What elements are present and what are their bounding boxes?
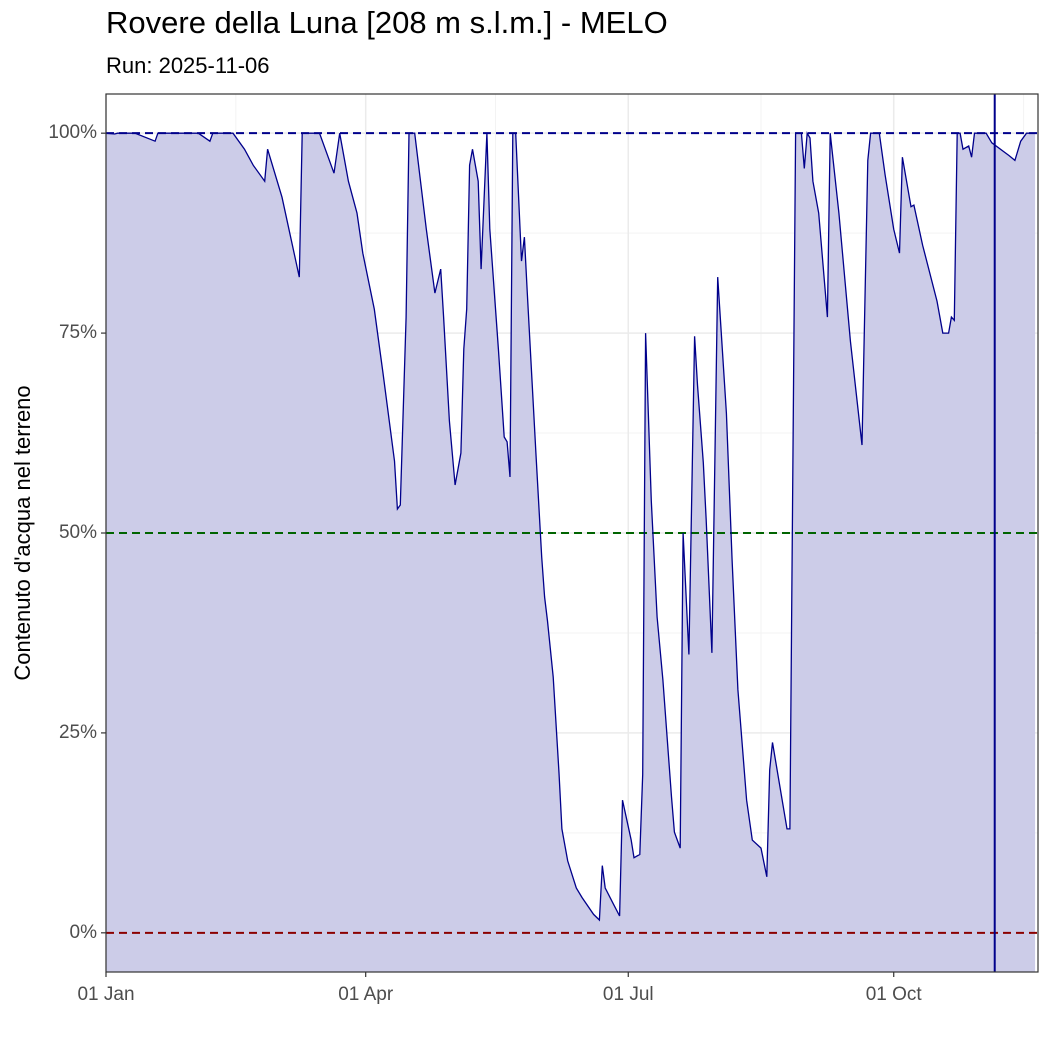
x-tick-label: 01 Jul (603, 984, 654, 1005)
chart-title: Rovere della Luna [208 m s.l.m.] - MELO (106, 5, 668, 40)
y-tick-label: 25% (59, 722, 97, 743)
line (105, 131, 1036, 922)
y-tick-label: 0% (70, 922, 98, 943)
y-tick-label: 75% (59, 322, 97, 343)
x-tick-label: 01 Apr (338, 984, 394, 1005)
x-tick-label: 01 Oct (866, 984, 923, 1005)
y-tick-label: 50% (59, 522, 97, 543)
area (106, 133, 1036, 972)
y-tick-label: 100% (48, 122, 97, 143)
y-axis-label: Contenuto d'acqua nel terreno (10, 385, 35, 680)
x-tick-label: 01 Jan (77, 984, 134, 1005)
chart-subtitle: Run: 2025-11-06 (106, 53, 270, 78)
